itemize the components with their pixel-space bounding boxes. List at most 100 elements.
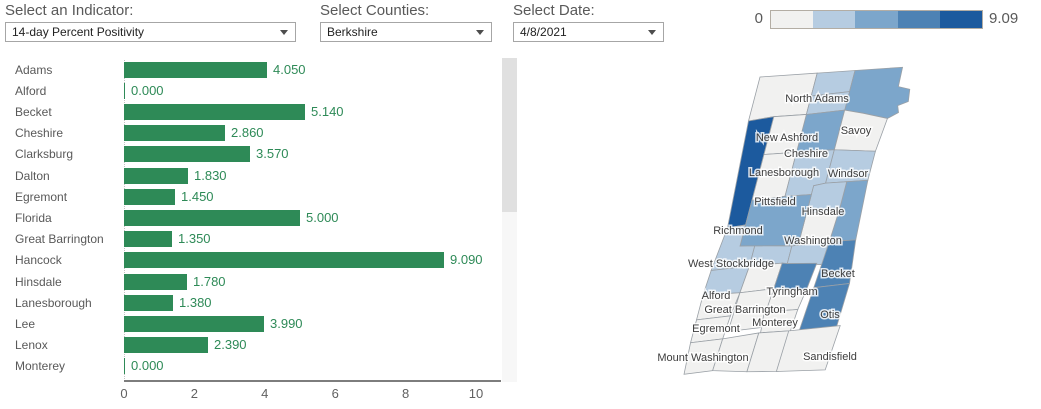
x-tick-label: 10 — [468, 386, 484, 401]
map-region-lee[interactable] — [773, 261, 818, 293]
bar-value-label: 5.000 — [306, 209, 339, 225]
bar-row: Lanesborough 1.380 — [0, 293, 520, 314]
date-dropdown-value: 4/8/2021 — [520, 25, 567, 39]
bar-value-label: 2.390 — [214, 337, 247, 353]
map-label-new-ashford: New Ashford — [756, 132, 818, 144]
bar-category-label: Adams — [15, 62, 53, 77]
bar-great-barrington[interactable] — [124, 231, 172, 248]
choropleth-map: North Adams Savoy New Ashford Lanesborough C… — [640, 55, 940, 409]
bar-value-label: 1.350 — [178, 231, 211, 247]
bar-cheshire[interactable] — [124, 125, 225, 142]
map-label-alford: Alford — [702, 290, 731, 302]
bar-value-label: 1.780 — [193, 273, 226, 289]
chart-scrollbar-track[interactable] — [502, 58, 517, 382]
map-region-sandisfield[interactable] — [776, 326, 840, 374]
bar-clarksburg[interactable] — [124, 146, 250, 163]
bar-row: Alford 0.000 — [0, 81, 520, 102]
counties-label: Select Counties: — [320, 2, 430, 19]
bar-category-label: Lee — [15, 316, 36, 331]
counties-dropdown[interactable]: Berkshire — [320, 22, 492, 42]
bar-hancock[interactable] — [124, 252, 444, 269]
bar-row: Lee 3.990 — [0, 314, 520, 335]
indicator-label: Select an Indicator: — [5, 2, 134, 19]
bar-value-label: 3.570 — [256, 146, 289, 162]
legend-segment-0 — [771, 11, 814, 28]
legend-max-label: 9.09 — [989, 10, 1019, 27]
bar-category-label: Lanesborough — [15, 295, 92, 310]
bar-lanesborough[interactable] — [124, 294, 173, 311]
bar-alford[interactable] — [124, 82, 125, 99]
map-label-windsor: Windsor — [828, 168, 869, 180]
bar-lenox[interactable] — [124, 337, 208, 354]
map-label-hinsdale: Hinsdale — [802, 206, 845, 218]
chart-scrollbar-thumb[interactable] — [502, 58, 517, 212]
bar-row: Lenox 2.390 — [0, 335, 520, 356]
map-label-monterey: Monterey — [752, 317, 798, 329]
map-label-lanesborough: Lanesborough — [749, 167, 819, 179]
map-label-west-stockbridge: West Stockbridge — [688, 258, 774, 270]
map-label-savoy: Savoy — [841, 125, 872, 137]
bar-row: Florida 5.000 — [0, 208, 520, 229]
map-label-great-barrington: Great Barrington — [704, 304, 785, 316]
legend-segment-2 — [855, 11, 898, 28]
x-tick-label: 2 — [190, 386, 198, 401]
bar-row: Dalton 1.830 — [0, 166, 520, 187]
date-dropdown[interactable]: 4/8/2021 — [513, 22, 664, 42]
map-label-sandisfield: Sandisfield — [803, 351, 857, 363]
map-label-north-adams: North Adams — [785, 93, 849, 105]
map-label-pittsfield: Pittsfield — [754, 196, 796, 208]
bar-row: Cheshire 2.860 — [0, 123, 520, 144]
legend-min-label: 0 — [754, 10, 763, 27]
chevron-down-icon — [280, 30, 288, 35]
bar-category-label: Florida — [15, 210, 52, 225]
bar-value-label: 0.000 — [131, 82, 164, 98]
bar-hinsdale[interactable] — [124, 273, 187, 290]
chevron-down-icon — [476, 30, 484, 35]
bar-value-label: 9.090 — [450, 252, 483, 268]
map-region-savoy[interactable] — [833, 107, 890, 154]
chart-x-axis — [124, 380, 501, 382]
map-town-polygons — [681, 66, 918, 379]
bar-row: Hancock 9.090 — [0, 250, 520, 271]
x-tick-label: 0 — [120, 386, 128, 401]
bar-dalton[interactable] — [124, 167, 188, 184]
map-label-richmond: Richmond — [713, 225, 763, 237]
bar-row: Becket 5.140 — [0, 102, 520, 123]
indicator-dropdown-value: 14-day Percent Positivity — [12, 25, 145, 39]
bar-monterey[interactable] — [124, 358, 125, 375]
bar-value-label: 1.830 — [194, 167, 227, 183]
indicator-dropdown[interactable]: 14-day Percent Positivity — [5, 22, 296, 42]
bar-category-label: Great Barrington — [15, 232, 104, 247]
x-tick-label: 8 — [401, 386, 410, 401]
bar-category-label: Hancock — [15, 253, 62, 268]
map-label-otis: Otis — [820, 309, 840, 321]
x-tick-label: 6 — [331, 386, 339, 401]
bar-value-label: 3.990 — [270, 315, 303, 331]
bar-value-label: 0.000 — [131, 358, 164, 374]
bar-value-label: 4.050 — [273, 61, 306, 77]
map-label-cheshire: Cheshire — [784, 148, 828, 160]
map-label-becket: Becket — [821, 268, 855, 280]
x-tick-label: 4 — [261, 386, 269, 401]
legend-segment-3 — [897, 11, 940, 28]
bar-lee[interactable] — [124, 315, 264, 332]
bar-adams[interactable] — [124, 61, 267, 78]
bar-row: Monterey 0.000 — [0, 356, 520, 377]
bar-egremont[interactable] — [124, 188, 175, 205]
bar-florida[interactable] — [124, 209, 300, 226]
map-town-labels: North Adams Savoy New Ashford Lanesborough C… — [656, 92, 873, 366]
legend-segment-1 — [813, 11, 856, 28]
bar-row: Egremont 1.450 — [0, 187, 520, 208]
bar-row: Great Barrington 1.350 — [0, 229, 520, 250]
color-legend-bar — [770, 10, 983, 29]
legend-segment-4 — [939, 11, 983, 28]
bar-becket[interactable] — [124, 103, 305, 120]
counties-dropdown-value: Berkshire — [327, 25, 378, 39]
chevron-down-icon — [648, 30, 656, 35]
bar-category-label: Cheshire — [15, 126, 64, 141]
bar-category-label: Egremont — [15, 189, 68, 204]
bar-row: Adams 4.050 — [0, 60, 520, 81]
map-label-tyringham: Tyringham — [766, 286, 817, 298]
map-label-washington: Washington — [784, 235, 842, 247]
